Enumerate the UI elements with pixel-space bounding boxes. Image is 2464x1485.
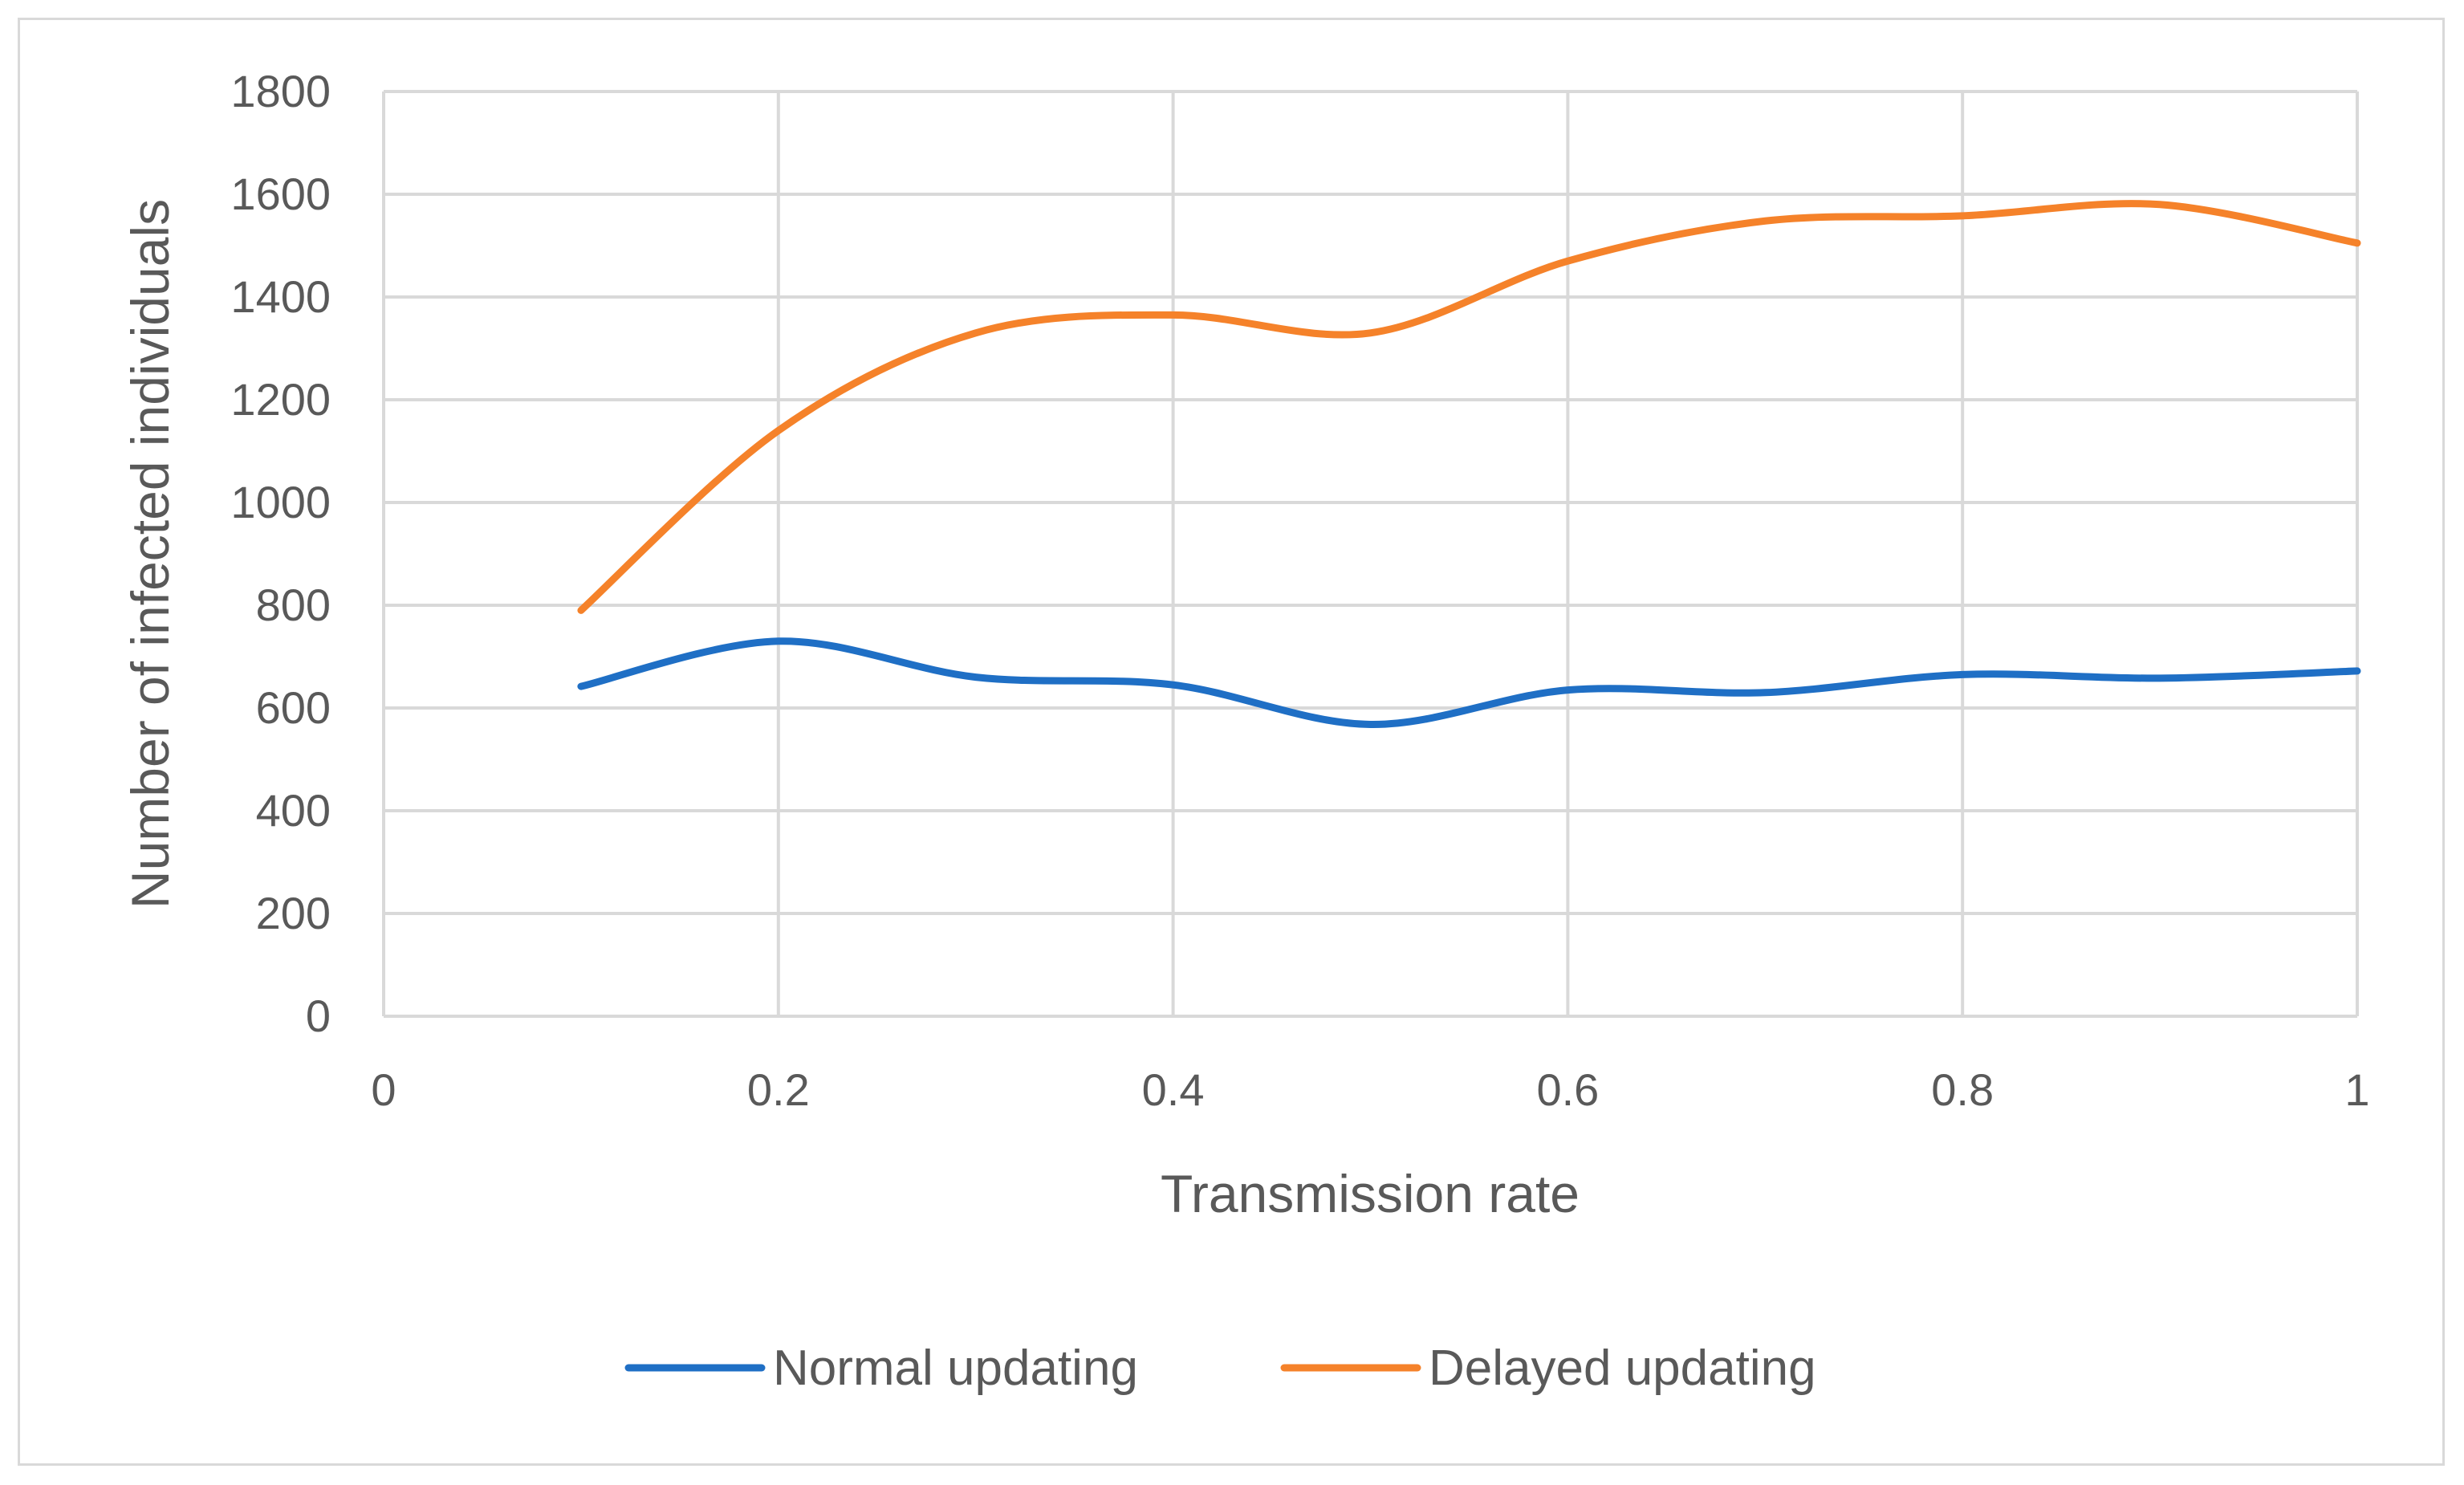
y-tick-label-6: 1200 — [230, 374, 331, 425]
legend: Normal updating Delayed updating — [624, 1341, 1816, 1396]
series-line-normal-updating — [577, 637, 2361, 728]
y-tick-label-1: 200 — [256, 888, 331, 938]
series-lines — [577, 200, 2361, 728]
y-tick-labels: 0 200 400 600 800 1000 1200 1400 1600 1800 — [230, 66, 331, 1041]
y-axis-title: Number of infected individuals — [120, 199, 180, 909]
y-tick-label-2: 400 — [256, 785, 331, 836]
y-tick-label-3: 600 — [256, 682, 331, 733]
legend-label-delayed-updating: Delayed updating — [1429, 1341, 1816, 1396]
x-tick-label-2: 0.4 — [1142, 1064, 1205, 1115]
y-tick-label-9: 1800 — [230, 66, 331, 116]
x-tick-labels: 0 0.2 0.4 0.6 0.8 1 — [371, 1064, 2369, 1115]
x-tick-label-4: 0.8 — [1931, 1064, 1994, 1115]
gridlines — [382, 90, 2359, 1018]
x-tick-label-3: 0.6 — [1536, 1064, 1599, 1115]
y-tick-label-5: 1000 — [230, 477, 331, 527]
y-tick-label-7: 1400 — [230, 271, 331, 322]
x-tick-label-1: 0.2 — [747, 1064, 810, 1115]
x-tick-label-0: 0 — [371, 1064, 396, 1115]
y-tick-label-8: 1600 — [230, 169, 331, 219]
legend-label-normal-updating: Normal updating — [773, 1341, 1138, 1396]
y-tick-label-0: 0 — [306, 991, 331, 1041]
x-axis-title: Transmission rate — [1161, 1164, 1580, 1223]
y-tick-label-4: 800 — [256, 580, 331, 630]
chart-frame — [18, 18, 2445, 1466]
series-line-delayed-updating — [577, 200, 2361, 614]
x-tick-label-5: 1 — [2344, 1064, 2369, 1115]
